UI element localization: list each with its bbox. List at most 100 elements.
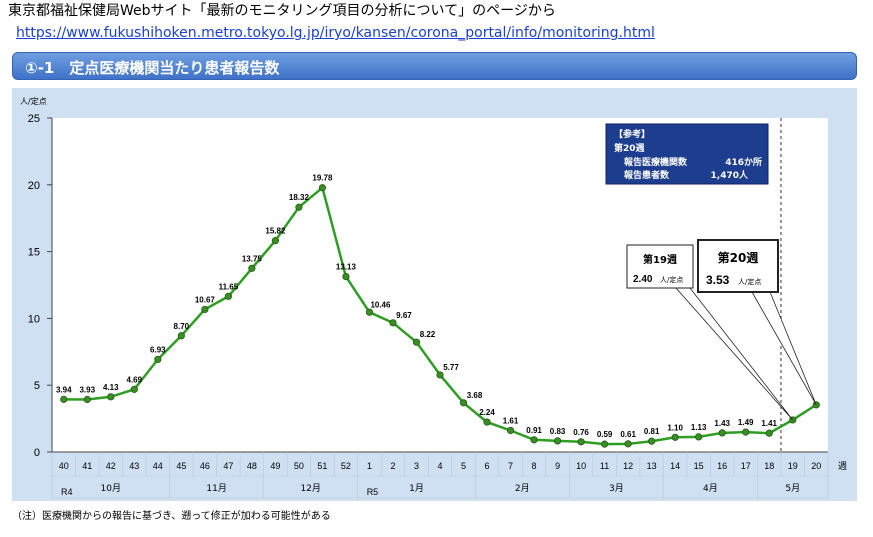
data-point	[648, 437, 656, 445]
data-point	[742, 428, 750, 436]
data-point	[624, 440, 632, 448]
month-label: 3月	[609, 483, 624, 494]
x-tick-label: 46	[200, 461, 210, 471]
month-label: 12月	[300, 483, 320, 494]
x-tick-label: 14	[670, 461, 680, 471]
data-label: 19.78	[312, 174, 333, 183]
x-tick-label: 15	[694, 461, 704, 471]
month-label: 4月	[703, 483, 718, 494]
data-point	[130, 385, 138, 393]
x-tick-label: 12	[623, 461, 633, 471]
month-label: 1月	[409, 483, 424, 494]
data-point	[318, 184, 327, 192]
y-axis-label: 人/定点	[20, 96, 47, 106]
y-tick-label: 25	[28, 113, 40, 125]
data-point	[60, 395, 68, 403]
x-tick-label: 20	[811, 461, 821, 471]
x-tick-label: 40	[59, 461, 69, 471]
data-point	[224, 292, 232, 300]
y-tick-label: 20	[28, 180, 40, 192]
source-link[interactable]: https://www.fukushihoken.metro.tokyo.lg.…	[16, 25, 655, 41]
section-title: ①-1 定点医療機関当たり患者報告数	[25, 59, 280, 77]
data-point	[201, 305, 209, 314]
year-label: R5	[367, 487, 379, 497]
x-tick-label: 42	[106, 461, 116, 471]
data-point	[177, 332, 185, 340]
data-point	[365, 308, 374, 316]
data-label: 4.13	[103, 383, 119, 392]
data-point	[506, 426, 515, 435]
x-tick-label: 50	[294, 461, 304, 471]
data-label: 11.65	[219, 282, 239, 291]
data-label: 1.61	[503, 416, 519, 425]
month-label: 2月	[515, 483, 530, 494]
data-label: 13.13	[336, 263, 357, 272]
data-point	[389, 319, 397, 327]
callout-value: 3.53	[706, 273, 730, 287]
reference-row1-value: 416か所	[725, 156, 762, 168]
reference-row2-value: 1,470人	[711, 169, 749, 181]
x-tick-label: 51	[317, 461, 327, 471]
x-tick-label: 6	[485, 461, 490, 471]
data-point	[553, 437, 562, 445]
data-point	[765, 429, 773, 437]
data-label: 18.32	[289, 193, 310, 202]
month-label: 10月	[101, 483, 121, 494]
x-tick-label: 10	[576, 461, 586, 471]
x-tick-label: 8	[532, 461, 537, 471]
data-point	[483, 418, 491, 426]
callout-value: 2.40	[633, 274, 653, 285]
data-label: 1.10	[667, 423, 683, 432]
data-point	[412, 338, 421, 346]
x-tick-label: 19	[788, 461, 798, 471]
data-label: 13.75	[242, 254, 263, 263]
data-label: 0.83	[550, 427, 566, 436]
data-label: 3.68	[467, 391, 483, 400]
data-point	[271, 237, 279, 245]
y-tick-label: 10	[28, 313, 40, 325]
x-tick-label: 5	[461, 461, 466, 471]
x-tick-label: 1	[367, 461, 372, 471]
x-tick-label: 2	[390, 461, 395, 471]
callout-unit: 人/定点	[738, 277, 761, 286]
data-point	[436, 371, 444, 379]
data-label: 3.94	[56, 385, 72, 394]
data-label: 6.93	[150, 345, 166, 354]
x-tick-label: 13	[647, 461, 657, 471]
x-tick-label: 43	[129, 461, 139, 471]
data-point	[530, 436, 538, 444]
x-tick-label: 47	[223, 461, 233, 471]
data-label: 3.93	[79, 385, 95, 394]
source-text: 東京都福祉保健局Webサイト「最新のモニタリング項目の分析について」のページから	[8, 3, 556, 19]
reference-week: 第20週	[614, 142, 646, 154]
callout-unit: 人/定点	[660, 275, 683, 284]
reference-row2-label: 報告患者数	[624, 169, 670, 181]
x-tick-label: 48	[247, 461, 257, 471]
x-tick-label: 41	[82, 461, 92, 471]
reference-row1-label: 報告医療機関数	[624, 156, 688, 168]
y-tick-label: 0	[34, 447, 40, 459]
data-point	[107, 393, 115, 401]
x-axis-label: 週	[838, 461, 847, 472]
data-label: 1.13	[691, 423, 707, 432]
data-point	[342, 272, 350, 281]
x-tick-label: 17	[741, 461, 751, 471]
data-label: 1.41	[761, 419, 777, 428]
x-tick-label: 44	[153, 461, 163, 471]
data-point	[154, 355, 162, 364]
data-label: 5.77	[443, 363, 459, 372]
data-label: 1.49	[738, 418, 754, 427]
data-label: 0.91	[526, 426, 542, 435]
x-tick-label: 18	[764, 461, 774, 471]
callout-box	[697, 239, 779, 293]
x-tick-label: 3	[414, 461, 419, 471]
y-tick-label: 5	[34, 380, 40, 392]
month-label: 11月	[206, 483, 226, 494]
data-point	[718, 429, 726, 437]
x-tick-label: 49	[270, 461, 280, 471]
x-tick-label: 4	[437, 461, 442, 471]
reference-title: 【参考】	[614, 128, 650, 140]
y-tick-label: 15	[28, 247, 40, 259]
data-label: 0.81	[644, 427, 660, 436]
